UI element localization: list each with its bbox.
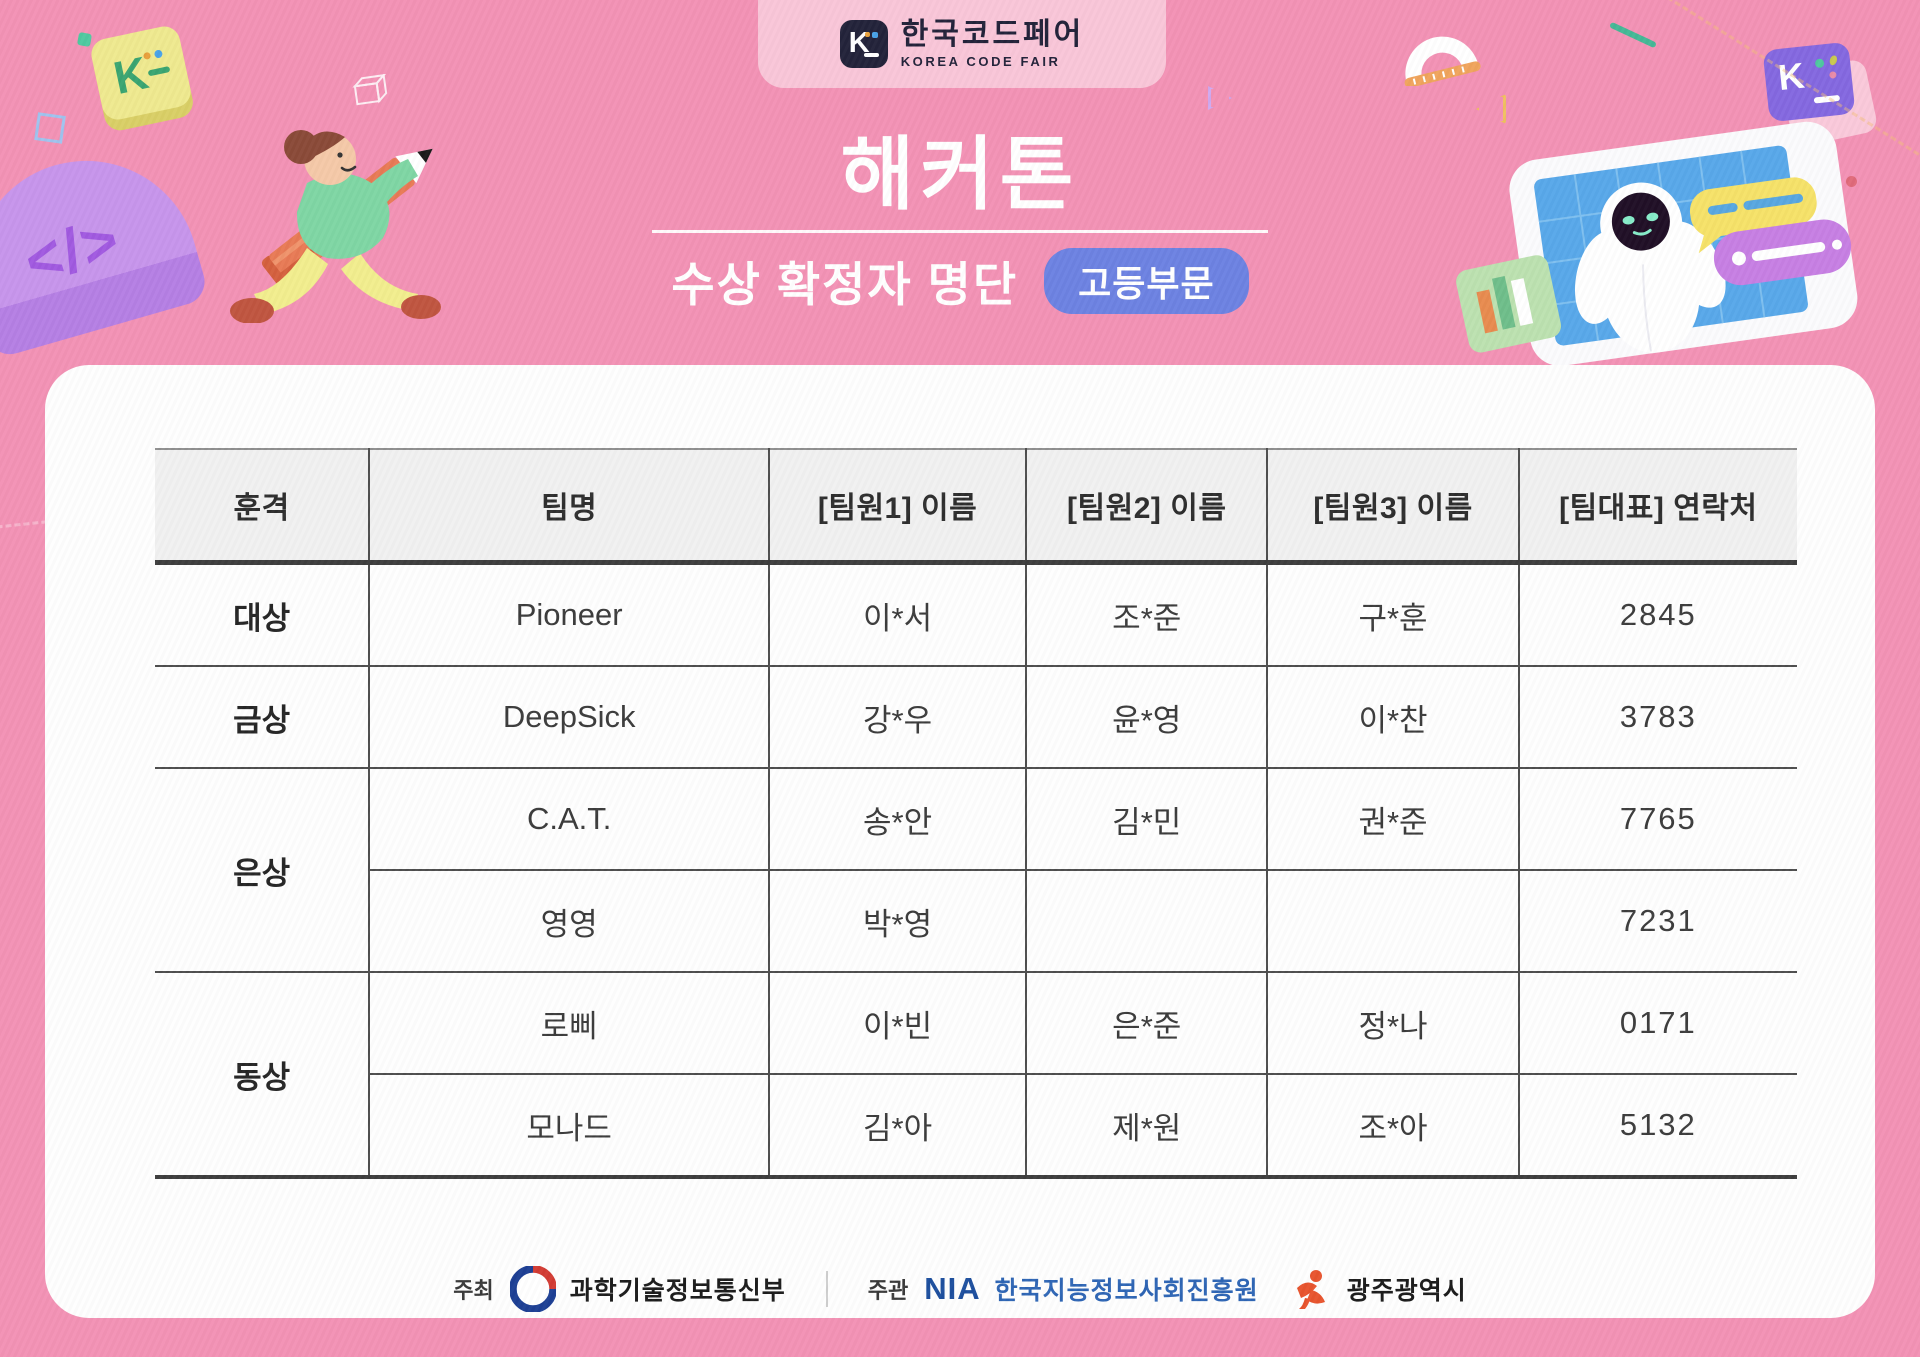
keycap-letter: K — [109, 46, 153, 105]
subtitle-row: 수상 확정자 명단 고등부문 — [0, 246, 1920, 315]
member3-cell: 권*준 — [1266, 767, 1520, 871]
member3-cell: 구*훈 — [1266, 561, 1520, 667]
team-cell: 모나드 — [368, 1073, 771, 1179]
logo-title-en: KOREA CODE FAIR — [900, 54, 1061, 69]
logo-banner: K 한국코드페어 KOREA CODE FAIR — [758, 0, 1166, 88]
host-name: 과학기술정보통신부 — [569, 1277, 786, 1305]
member1-cell: 박*영 — [768, 869, 1028, 973]
contact-cell: 7765 — [1517, 767, 1797, 871]
contact-cell: 7231 — [1517, 869, 1797, 973]
city-name: 광주광역시 — [1346, 1277, 1467, 1305]
k-card-letter: K — [1776, 54, 1807, 99]
purple-triangle-decoration — [1208, 86, 1232, 110]
member2-cell: 윤*영 — [1025, 665, 1269, 769]
host-label: 주최 — [453, 1278, 494, 1303]
header-row: 훈격 팀명 [팀원1] 이름 [팀원2] 이름 [팀원3] 이름 [팀대표] 연… — [155, 448, 1797, 565]
footer-divider — [825, 1271, 828, 1307]
logo-badge-underscore — [863, 53, 879, 57]
member1-cell: 김*아 — [768, 1073, 1028, 1179]
winners-table: 훈격 팀명 [팀원1] 이름 [팀원2] 이름 [팀원3] 이름 [팀대표] 연… — [155, 448, 1797, 1179]
award-cell: 은상 — [155, 767, 371, 973]
award-cell: 동상 — [155, 971, 371, 1179]
title-divider — [652, 230, 1268, 233]
organizer-name: 한국지능정보사회진흥원 — [994, 1277, 1259, 1305]
member1-cell: 이*빈 — [768, 971, 1028, 1075]
member1-cell: 이*서 — [768, 561, 1028, 667]
k-card-underscore — [1813, 94, 1841, 104]
award-cell: 금상 — [155, 665, 371, 769]
msit-taegeuk-icon — [509, 1266, 556, 1312]
col-header-contact: [팀대표] 연락처 — [1517, 448, 1797, 565]
team-cell: Pioneer — [368, 561, 771, 667]
protractor-icon — [1404, 36, 1481, 86]
table-row: 모나드 김*아 제*원 조*아 5132 — [155, 1073, 1797, 1179]
contact-cell: 2845 — [1517, 561, 1797, 667]
col-header-member2: [팀원2] 이름 — [1025, 448, 1269, 565]
team-cell: C.A.T. — [368, 767, 771, 871]
cube-outline-decoration — [352, 74, 388, 106]
sponsor-footer: 주최 과학기술정보통신부 주관 NIA 한국지능정보사회진흥원 광주광역시 — [0, 1266, 1920, 1312]
member3-cell — [1266, 869, 1520, 973]
division-badge: 고등부문 — [1044, 247, 1249, 314]
table-row: 대상 Pioneer 이*서 조*준 구*훈 2845 — [155, 561, 1797, 667]
logo-badge-dot-blue — [871, 32, 878, 38]
keycap-dot-orange — [142, 51, 152, 61]
winners-table-wrap: 훈격 팀명 [팀원1] 이름 [팀원2] 이름 [팀원3] 이름 [팀대표] 연… — [155, 448, 1797, 1179]
logo-badge-letter: K — [848, 27, 870, 59]
organizer-label: 주관 — [867, 1278, 909, 1303]
member1-cell: 송*안 — [768, 767, 1028, 871]
member1-cell: 강*우 — [768, 665, 1028, 769]
member2-cell: 은*준 — [1025, 971, 1269, 1075]
keycap-underscore — [147, 65, 171, 77]
col-header-member3: [팀원3] 이름 — [1266, 448, 1520, 565]
member2-cell: 조*준 — [1025, 561, 1269, 667]
member3-cell: 이*찬 — [1266, 665, 1520, 769]
k-logo-badge-icon: K — [839, 20, 888, 68]
team-cell: 영영 — [368, 869, 771, 973]
table-row: 금상 DeepSick 강*우 윤*영 이*찬 3783 — [155, 665, 1797, 769]
teal-square-decoration — [76, 31, 93, 48]
team-cell: DeepSick — [368, 665, 771, 769]
gwangju-city-icon — [1296, 1270, 1325, 1309]
member3-cell: 정*나 — [1266, 971, 1520, 1075]
team-cell: 로삐 — [368, 971, 771, 1075]
member3-cell: 조*아 — [1266, 1073, 1520, 1179]
table-row: 영영 박*영 7231 — [155, 869, 1797, 973]
contact-cell: 3783 — [1517, 665, 1797, 769]
keycap-dot-blue — [153, 49, 164, 59]
award-cell: 대상 — [155, 561, 371, 667]
col-header-member1: [팀원1] 이름 — [768, 448, 1028, 565]
col-header-award: 훈격 — [155, 448, 371, 565]
col-header-team: 팀명 — [368, 448, 771, 565]
k-card-dot-olive — [1828, 54, 1839, 67]
teal-line-decoration — [1609, 21, 1657, 49]
table-row: 은상 C.A.T. 송*안 김*민 권*준 7765 — [155, 767, 1797, 973]
k-card-dot-pink — [1829, 71, 1837, 79]
page-title: 해커톤 — [840, 130, 1080, 219]
k-keycap-icon: K — [88, 23, 194, 123]
member2-cell: 김*민 — [1025, 767, 1269, 871]
contact-cell: 0171 — [1517, 971, 1797, 1075]
organizer-acronym: NIA — [924, 1271, 981, 1306]
member2-cell: 제*원 — [1025, 1073, 1269, 1179]
korea-code-fair-logo: K 한국코드페어 KOREA CODE FAIR — [839, 18, 1085, 69]
page-subtitle: 수상 확정자 명단 — [671, 258, 1019, 311]
logo-title-kr: 한국코드페어 — [900, 18, 1085, 51]
member2-cell — [1025, 869, 1269, 973]
logo-badge-dot-orange — [864, 32, 870, 37]
contact-cell: 5132 — [1517, 1073, 1797, 1179]
table-row: 동상 로삐 이*빈 은*준 정*나 0171 — [155, 971, 1797, 1179]
k-card-dot-teal — [1814, 58, 1825, 69]
